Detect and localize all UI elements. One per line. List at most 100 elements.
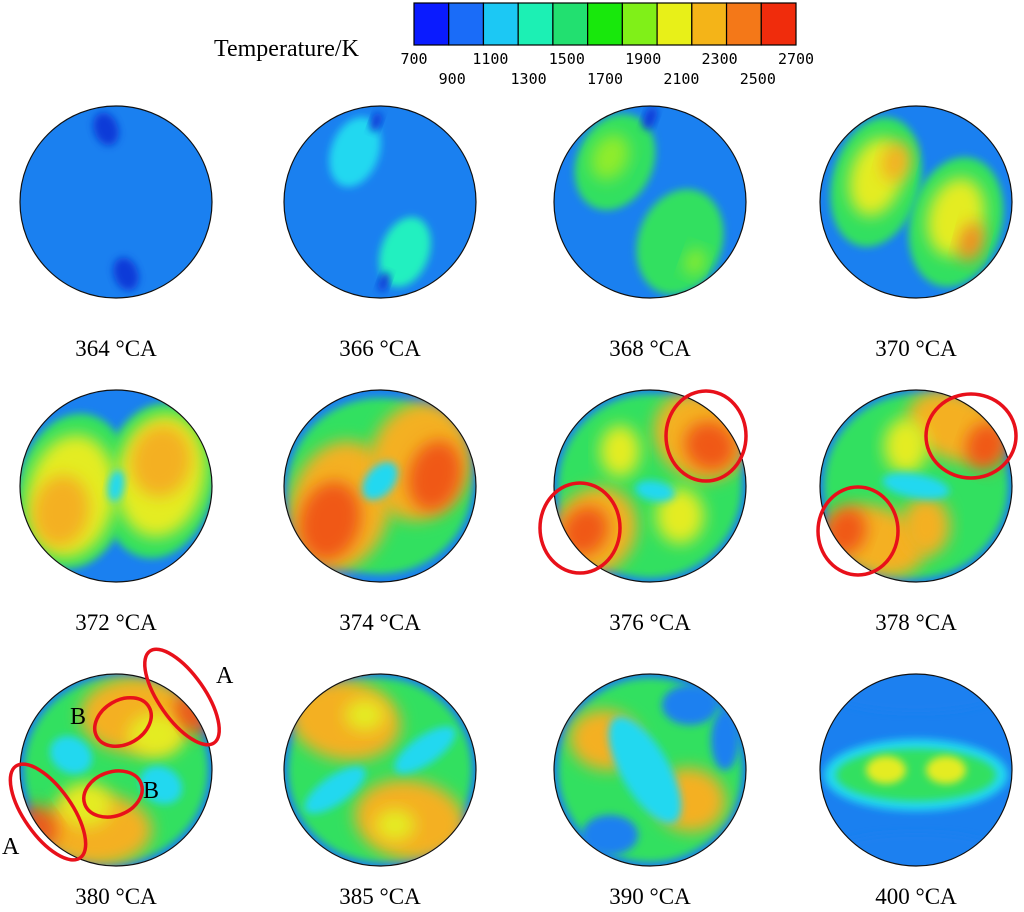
temperature-region xyxy=(836,749,996,801)
colorbar-cell xyxy=(691,2,728,46)
temperature-region xyxy=(139,765,183,805)
temperature-region xyxy=(113,257,139,291)
colorbar-cell xyxy=(517,2,554,46)
colorbar-cell xyxy=(725,2,762,46)
colorbar-cell xyxy=(587,2,623,46)
ellipse-378-bottom xyxy=(816,485,900,577)
temperature-region xyxy=(289,679,401,761)
panel-label: 374 °CA xyxy=(339,610,421,635)
temperature-region xyxy=(345,699,385,731)
panel-outline xyxy=(553,105,747,299)
temperature-region xyxy=(590,133,630,181)
panel-field xyxy=(20,390,212,582)
panel-label: 400 °CA xyxy=(875,884,957,909)
panel-378 xyxy=(819,389,1013,583)
panel-label: 368 °CA xyxy=(609,336,691,361)
temperature-region xyxy=(49,735,93,775)
panel-field xyxy=(284,390,476,582)
panel-field xyxy=(820,390,1012,582)
temperature-region xyxy=(362,461,398,501)
temperature-region xyxy=(826,833,1006,866)
temperature-region xyxy=(379,217,431,287)
label-b-top: B xyxy=(70,704,86,730)
highlight-ellipses xyxy=(8,389,1018,862)
ellipse-376-bottom xyxy=(538,481,622,575)
temperature-region xyxy=(608,716,682,824)
panel-field xyxy=(554,674,746,866)
panel-366 xyxy=(283,105,477,299)
colorbar-tick-label: 2700 xyxy=(778,50,814,68)
label-a-bottom: A xyxy=(2,834,20,860)
colorbar-tick-label: 1100 xyxy=(472,50,508,68)
temperature-region xyxy=(684,421,736,471)
colorbar-cell xyxy=(482,2,519,46)
colorbar-tick-label: 700 xyxy=(400,50,427,68)
colorbar-tick-label: 1900 xyxy=(625,50,661,68)
colorbar-ticks-top: 700 1100 1500 1900 2300 2700 xyxy=(400,50,814,68)
temperature-region xyxy=(299,481,361,561)
panel-label: 364 °CA xyxy=(75,336,157,361)
temperature-region xyxy=(662,685,718,725)
colorbar-tick-label: 2100 xyxy=(663,70,699,88)
panel-field xyxy=(554,106,746,298)
panel-field xyxy=(284,674,476,866)
colorbar-tick-label: 1300 xyxy=(511,70,547,88)
colorbar-title: Temperature/K xyxy=(214,36,360,62)
ellipse-376-top xyxy=(664,389,748,483)
temperature-region xyxy=(408,440,462,512)
ellipse-378-top xyxy=(924,392,1018,480)
ellipse-380-b-top xyxy=(93,696,153,748)
panel-field xyxy=(820,674,1012,866)
panel-outline xyxy=(19,105,213,299)
temperature-region xyxy=(656,488,704,544)
annotation-labels: A A B B xyxy=(2,663,234,860)
temperature-region xyxy=(684,248,706,276)
panel-label: 366 °CA xyxy=(339,336,421,361)
panel-368 xyxy=(553,105,747,299)
temperature-region xyxy=(958,222,984,262)
temperature-region xyxy=(394,726,456,774)
temperature-region xyxy=(378,272,390,292)
temperature-region xyxy=(375,809,415,841)
panel-outline xyxy=(819,389,1013,583)
colorbar-tick-label: 2300 xyxy=(702,50,738,68)
panel-label: 370 °CA xyxy=(875,336,957,361)
panel-outline xyxy=(19,673,213,867)
colorbar-cell xyxy=(413,2,450,46)
temperature-region xyxy=(107,470,125,502)
panel-label: 385 °CA xyxy=(339,884,421,909)
temperature-region xyxy=(582,815,638,855)
temperature-region xyxy=(93,112,119,146)
colorbar-cells xyxy=(413,2,797,46)
temperature-region xyxy=(635,480,675,502)
panel-outline xyxy=(283,389,477,583)
colorbar: Temperature/K 700 1100 1500 1900 2300 2700 90… xyxy=(214,2,814,88)
panel-370 xyxy=(819,105,1013,299)
panel-372 xyxy=(19,389,213,583)
colorbar-tick-label: 2500 xyxy=(740,70,776,88)
panel-outline xyxy=(819,673,1013,867)
colorbar-tick-label: 1700 xyxy=(587,70,623,88)
temperature-region xyxy=(882,472,950,500)
colorbar-tick-label: 900 xyxy=(439,70,466,88)
temperature-region xyxy=(881,142,911,182)
ellipse-380-a-bottom xyxy=(8,762,88,862)
temperature-region xyxy=(600,425,640,477)
panel-background xyxy=(20,106,212,298)
temperature-region xyxy=(711,710,739,770)
colorbar-cell xyxy=(621,2,658,46)
temperature-region xyxy=(884,418,928,474)
panel-label: 376 °CA xyxy=(609,610,691,635)
temperature-region xyxy=(370,112,382,132)
panel-label: 380 °CA xyxy=(75,884,157,909)
panel-grid: 364 °CA 366 °CA 368 °CA 370 °CA 372 °CA 374 °… xyxy=(19,105,1013,909)
temperature-region xyxy=(902,496,950,556)
colorbar-cell xyxy=(552,2,589,46)
temperature-region xyxy=(32,475,90,547)
colorbar-cell xyxy=(448,2,485,46)
temperature-region xyxy=(329,117,381,187)
panel-outline xyxy=(553,673,747,867)
colorbar-tick-label: 1500 xyxy=(549,50,585,68)
temperature-region xyxy=(926,756,966,784)
